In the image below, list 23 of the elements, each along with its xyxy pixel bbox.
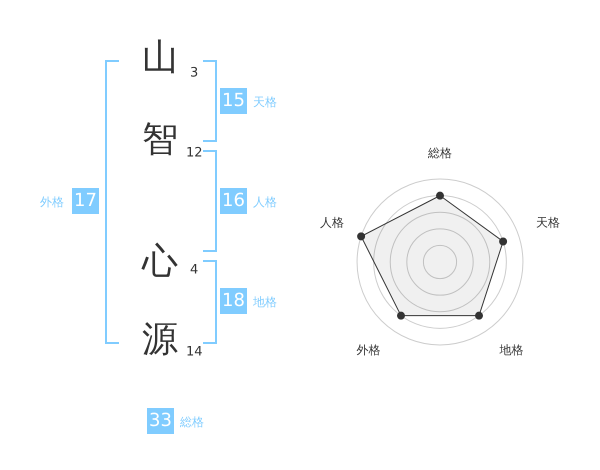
text: 16 [220, 188, 247, 214]
text: 4 [190, 262, 198, 278]
text: 心 [142, 241, 178, 282]
text: 山 [142, 37, 178, 78]
spoke-label: 人格 [320, 216, 344, 230]
text: 外格 [40, 195, 64, 209]
text: 3 [190, 66, 198, 80]
text: 18 [220, 288, 247, 314]
text: 智 [142, 119, 178, 160]
text: 地格 [253, 295, 277, 309]
spoke-label: 地格 [498, 342, 524, 357]
text: 17 [72, 188, 99, 214]
spoke-label: 外格 [356, 342, 381, 357]
text: 15 [220, 88, 247, 114]
text: 14 [186, 344, 203, 360]
text: 天格 [253, 95, 277, 109]
text: 33 [147, 408, 174, 434]
spoke-label: 天格 [536, 216, 560, 230]
text: 総格 [180, 415, 204, 429]
text: 12 [186, 146, 203, 160]
spoke-label: 総格 [427, 146, 452, 160]
text: 人格 [253, 195, 277, 209]
text: 源 [142, 319, 178, 360]
